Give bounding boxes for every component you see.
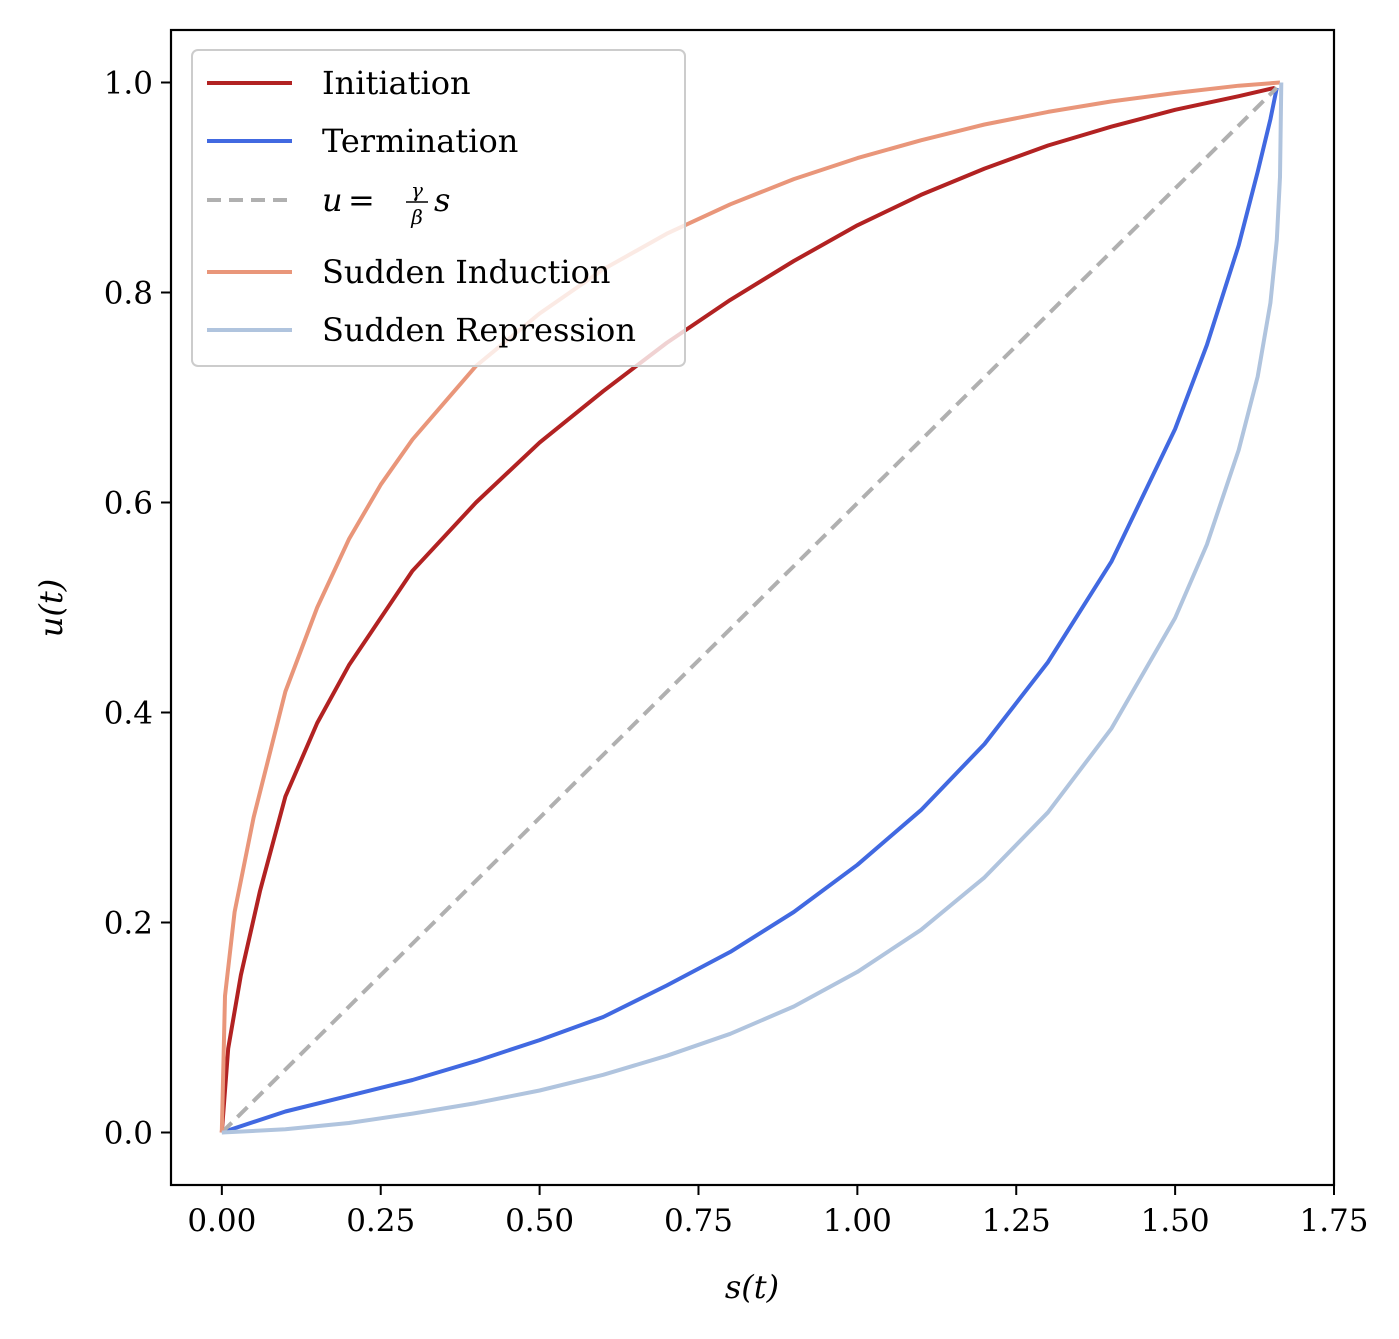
svg-text:u: u [322,181,343,219]
legend-box [191,49,686,367]
x-tick-label: 0.25 [346,1203,415,1239]
svg-text:=: = [348,181,375,219]
x-tick-label: 0.50 [505,1203,574,1239]
y-axis-ticks: 0.0 0.2 0.4 0.6 0.8 1.0 [104,66,171,1152]
svg-text:s: s [434,181,450,219]
legend-items: Initiation Termination u = γβ s Sudden Inducti… [207,64,636,349]
x-tick-label: 0.00 [187,1203,256,1239]
y-tick-label: 0.0 [104,1116,153,1152]
series-line-1 [221,87,1279,1135]
y-tick-label: 0.6 [104,486,153,522]
y-tick-label: 0.2 [104,906,153,942]
x-tick-label: 1.25 [982,1203,1051,1239]
series-line-2 [220,86,1279,1134]
series-line-0 [219,85,1276,1133]
y-tick-label: 0.8 [104,276,153,312]
legend-label-4: Sudden Repression [322,311,636,349]
x-tick-label: 0.75 [664,1203,733,1239]
legend-label-0: Initiation [322,64,471,102]
svg-text:γ: γ [411,178,423,202]
series-line-4 [221,82,1284,1135]
x-tick-label: 1.75 [1299,1203,1368,1239]
plot-frame [169,28,1336,1187]
x-tick-label: 1.50 [1141,1203,1210,1239]
legend: Initiation Termination u = γβ s Sudden Inducti… [191,49,686,367]
legend-label-2: u = γβ s [322,178,450,229]
y-axis-label: u(t) [32,579,70,637]
legend-label-1: Termination [322,122,518,160]
legend-label-3: Sudden Induction [322,253,610,291]
x-axis-label: s(t) [725,1268,779,1306]
y-tick-label: 1.0 [104,66,153,102]
x-axis-ticks: 0.00 0.25 0.50 0.75 1.00 1.25 1.50 1.75 [187,1185,1369,1239]
x-tick-label: 1.00 [823,1203,892,1239]
svg-text:β: β [410,205,423,229]
y-tick-label: 0.4 [104,696,153,732]
